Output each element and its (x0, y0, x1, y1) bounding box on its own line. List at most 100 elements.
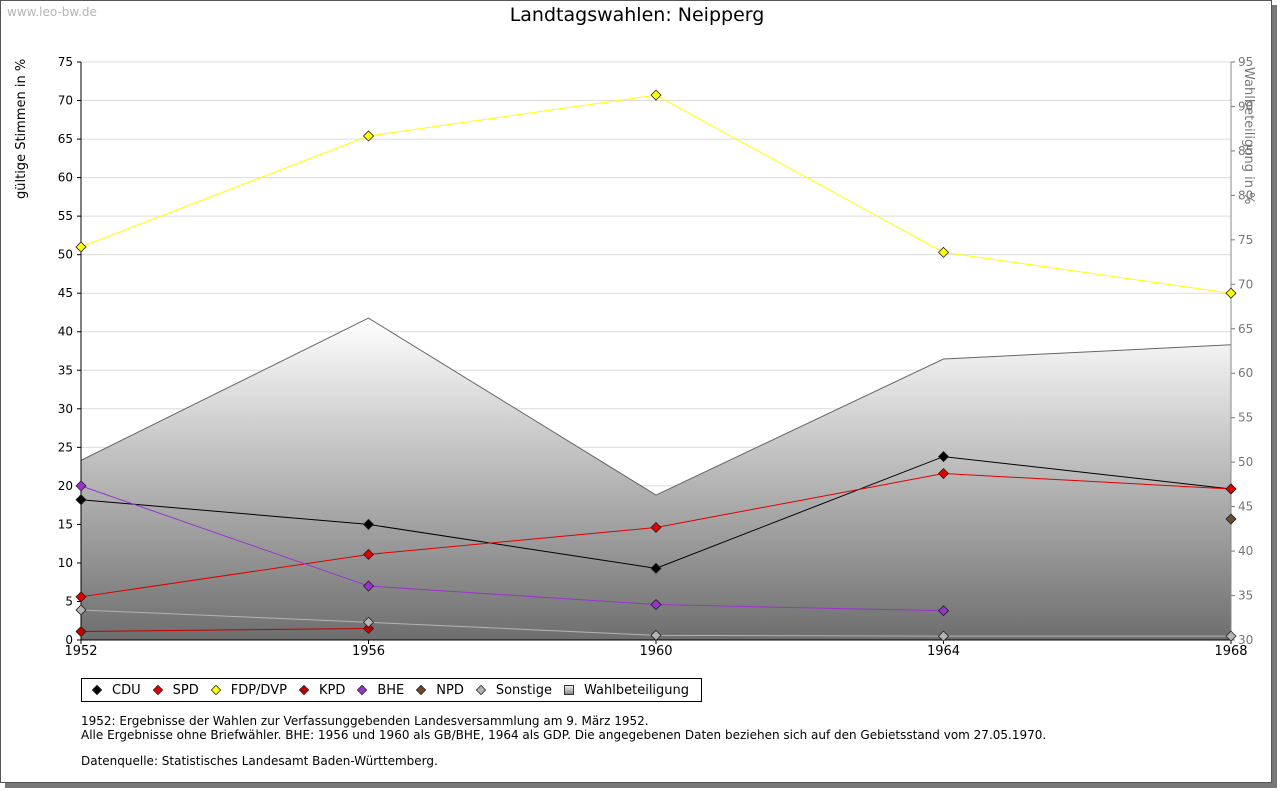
footnote-line-2: Alle Ergebnisse ohne Briefwähler. BHE: 1… (81, 728, 1047, 742)
legend-marker-sonstige (475, 684, 486, 696)
marker-fdp-dvp (1225, 287, 1237, 299)
series-line-bhe (80, 485, 944, 612)
x-tick-label: 1960 (639, 644, 672, 659)
footnotes: 1952: Ergebnisse der Wahlen zur Verfassu… (81, 714, 1046, 768)
marker-sonstige (362, 616, 375, 628)
y-tick-label: 25 (58, 440, 73, 454)
series-line-fdp-dvp (80, 94, 1232, 294)
legend-label-fdp-dvp: FDP/DVP (230, 682, 287, 698)
watermark: www.leo-bw.de (7, 5, 97, 19)
y-tick-label: 15 (58, 517, 73, 531)
y-right-tick-label: 40 (1238, 544, 1253, 558)
legend-label-cdu: CDU (112, 682, 141, 698)
marker-spd (362, 548, 375, 561)
legend-item-sonstige: Sonstige (475, 682, 553, 698)
data-source: Datenquelle: Statistisches Landesamt Bad… (81, 754, 438, 768)
legend-item-wahlbeteiligung: Wahlbeteiligung (564, 683, 689, 698)
legend-marker-fdp-dvp (210, 684, 221, 696)
y-right-tick-label: 85 (1238, 144, 1253, 158)
marker-sonstige (937, 630, 950, 642)
y-axis-label-right: Wahlbeteiligung in % (1241, 67, 1256, 205)
marker-fdp-dvp (650, 89, 662, 101)
marker-spd (1225, 483, 1237, 495)
legend-item-kpd: KPD (298, 682, 346, 698)
y-right-tick-label: 70 (1238, 277, 1253, 291)
y-tick-label: 60 (58, 171, 73, 185)
marker-bhe (75, 480, 87, 492)
chart-plot: 0 5 10 15 20 25 30 35 40 45 50 55 60 65 70 75 30 35 40 45 50… (58, 55, 1254, 659)
chart-title: Landtagswahlen: Neipperg (509, 4, 765, 26)
y-right-tick-label: 50 (1238, 455, 1253, 469)
legend-item-npd: NPD (416, 683, 464, 698)
marker-cdu (362, 518, 375, 530)
legend: CDU SPD FDP/DVP KPD BHE NPD Sonstige Wahlbeteil… (81, 678, 703, 702)
marker-sonstige (1225, 630, 1237, 642)
legend-marker-npd (416, 684, 427, 696)
legend-marker-bhe (357, 684, 368, 696)
marker-spd (75, 591, 87, 603)
y-right-tick-label: 75 (1238, 233, 1253, 247)
marker-sonstige (650, 629, 662, 641)
y-axis-label-left: gültige Stimmen in % (14, 58, 29, 199)
legend-label-spd: SPD (172, 682, 199, 698)
marker-spd (937, 467, 950, 480)
legend-marker-wahlbeteiligung (564, 685, 575, 695)
legend-label-wahlbeteiligung: Wahlbeteiligung (584, 682, 690, 698)
y-tick-label: 65 (58, 132, 73, 146)
turnout-area-fill (81, 318, 1231, 640)
marker-npd (1225, 513, 1237, 525)
footnote-line-1: 1952: Ergebnisse der Wahlen zur Verfassu… (81, 714, 649, 728)
y-tick-label: 30 (58, 402, 73, 416)
x-tick-label: 1964 (927, 644, 960, 659)
y-tick-label: 70 (58, 94, 73, 108)
marker-fdp-dvp (362, 130, 375, 142)
marker-spd (650, 521, 662, 534)
y-tick-label: 10 (58, 556, 73, 570)
y-right-tick-label: 55 (1238, 411, 1253, 425)
marker-bhe (937, 605, 950, 617)
legend-item-bhe: BHE (357, 683, 404, 698)
marker-cdu (75, 494, 87, 506)
marker-fdp-dvp (937, 246, 950, 258)
legend-marker-spd (152, 684, 163, 696)
turnout-area (80, 317, 1232, 640)
legend-item-fdp-dvp: FDP/DVP (210, 682, 287, 698)
marker-fdp-dvp (75, 241, 87, 253)
x-tick-label: 1956 (352, 644, 385, 659)
y-tick-label: 5 (65, 594, 73, 608)
x-tick-label: 1952 (64, 644, 97, 659)
legend-label-sonstige: Sonstige (495, 682, 553, 698)
y-right-tick-label: 30 (1238, 633, 1253, 647)
marker-kpd (362, 622, 375, 635)
legend-item-cdu: CDU (91, 682, 141, 698)
legend-marker-cdu (91, 684, 103, 696)
y-tick-label: 35 (58, 363, 73, 377)
y-right-tick-label: 90 (1238, 99, 1253, 113)
y-right-tick-label: 80 (1238, 188, 1253, 202)
legend-marker-kpd (298, 684, 310, 696)
marker-cdu (937, 451, 950, 463)
legend-label-npd: NPD (436, 682, 464, 698)
series-markers (75, 89, 1237, 642)
y-tick-label: 0 (65, 633, 73, 647)
marker-cdu (650, 562, 662, 574)
series-line-kpd (80, 627, 369, 633)
y-tick-label: 20 (58, 479, 73, 493)
turnout-area-line (80, 317, 1232, 496)
y-right-tick-label: 95 (1238, 55, 1253, 69)
marker-bhe (362, 580, 375, 592)
y-right-tick-label: 45 (1238, 500, 1253, 514)
legend-item-spd: SPD (152, 682, 199, 698)
tick-labels: 0 5 10 15 20 25 30 35 40 45 50 55 60 65 70 75 30 35 40 45 50… (58, 55, 1254, 659)
marker-kpd (75, 625, 87, 638)
marker-sonstige (75, 604, 87, 616)
y-tick-label: 55 (58, 209, 73, 223)
y-tick-label: 75 (58, 55, 73, 69)
y-tick-label: 40 (58, 325, 73, 339)
legend-label-kpd: KPD (318, 682, 346, 698)
y-right-tick-label: 35 (1238, 589, 1253, 603)
x-tick-label: 1968 (1214, 644, 1247, 659)
legend-label-bhe: BHE (377, 682, 405, 698)
y-right-tick-label: 65 (1238, 322, 1253, 336)
